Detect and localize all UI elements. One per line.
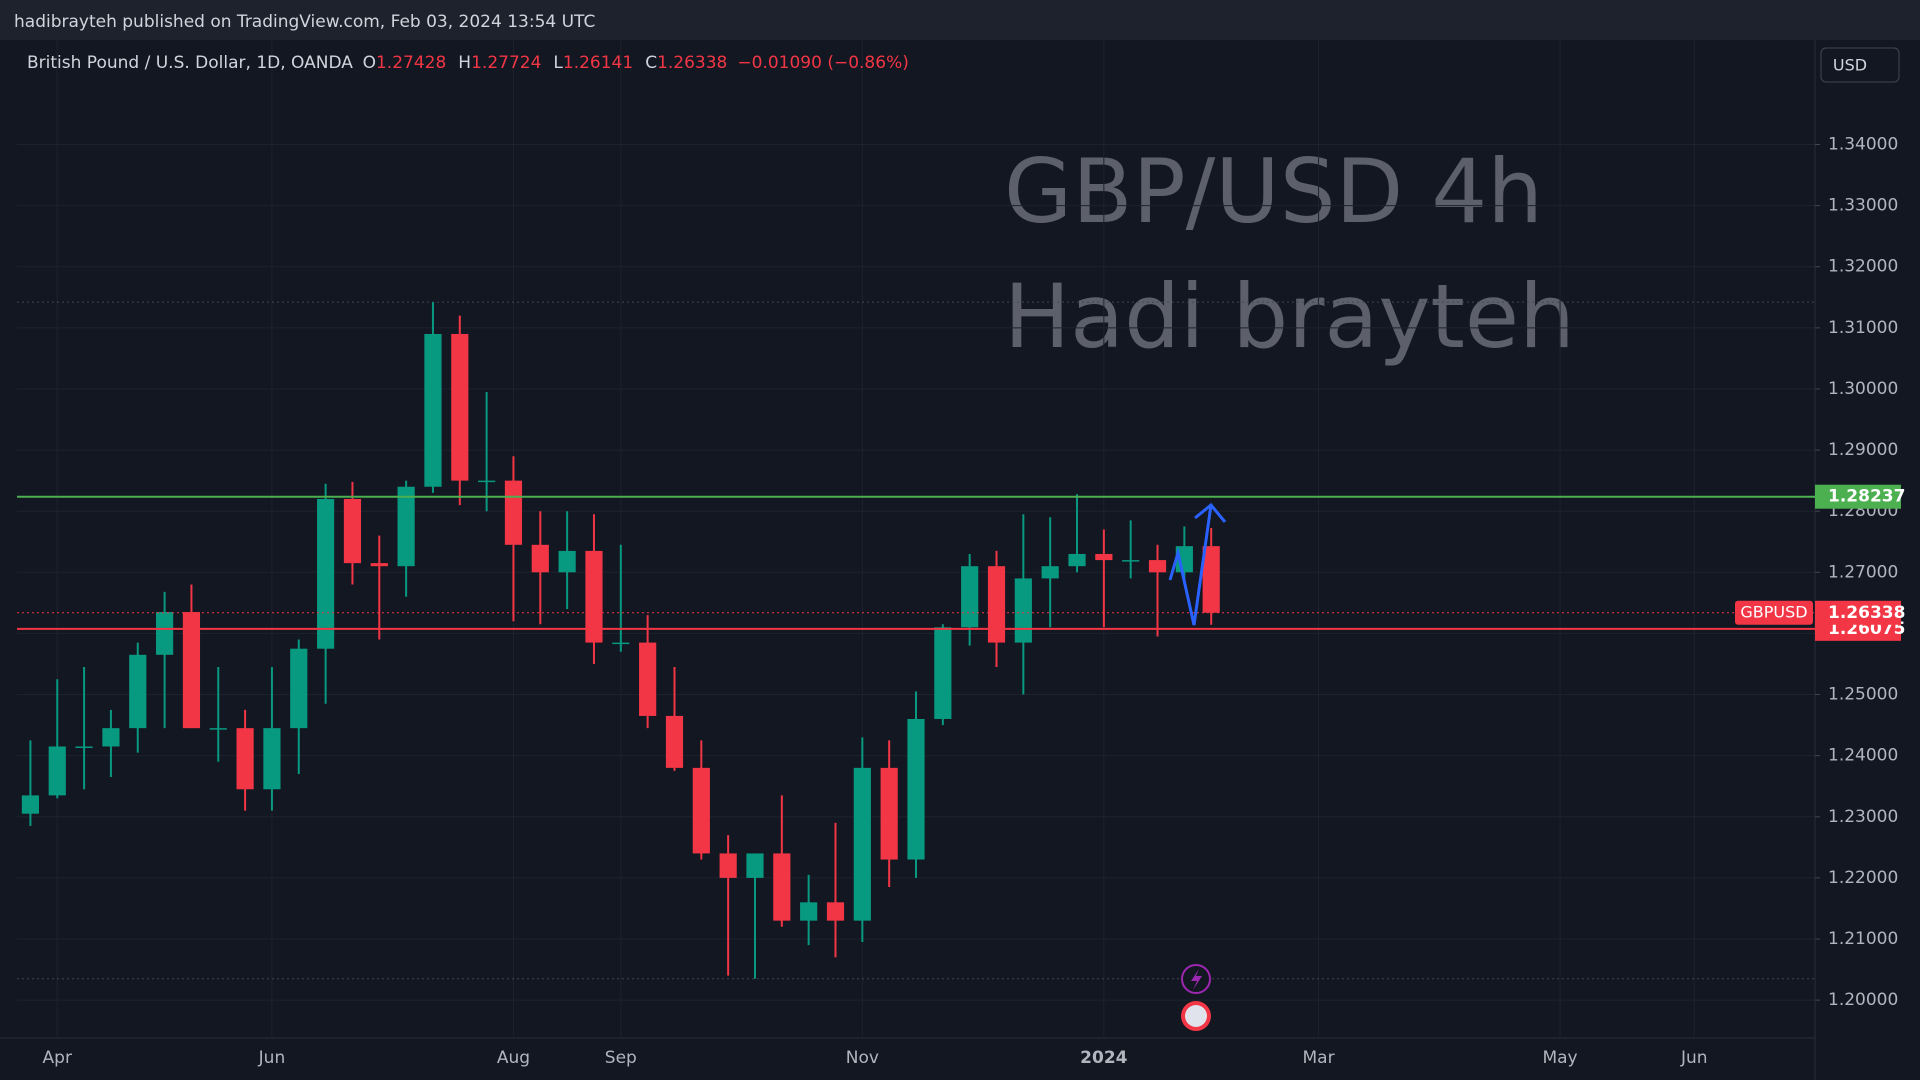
x-tick-label: Mar <box>1302 1048 1334 1068</box>
candle-body <box>1202 546 1220 613</box>
y-tick-label: 1.25000 <box>1828 685 1898 705</box>
symbol-tag-label: GBPUSD <box>1740 602 1807 621</box>
watermark: Hadi brayteh <box>1004 265 1575 368</box>
y-tick-label: 1.20000 <box>1828 990 1898 1010</box>
x-tick-label: Nov <box>846 1048 879 1068</box>
price-tag <box>1815 600 1901 625</box>
candle-body <box>182 612 201 729</box>
candle-body <box>1068 553 1086 567</box>
symbol-name: British Pound / U.S. Dollar, 1D, OANDA <box>27 53 353 73</box>
x-tick-label: May <box>1542 1048 1577 1068</box>
candle-body <box>531 544 549 573</box>
top-bar <box>0 0 1920 40</box>
ohlc-letter: H <box>458 53 471 73</box>
ohlc-value: 1.26338 <box>657 53 727 73</box>
x-tick-label: Aug <box>497 1048 530 1068</box>
ohlc-letter: C <box>645 53 657 73</box>
candle-body <box>746 853 764 878</box>
y-tick-label: 1.22000 <box>1828 868 1898 888</box>
ohlc-value: 1.26141 <box>563 53 633 73</box>
y-tick-label: 1.29000 <box>1828 440 1898 460</box>
candle-body <box>665 715 684 768</box>
x-tick-label: Jun <box>1680 1048 1708 1068</box>
published-note: hadibrayteh published on TradingView.com… <box>14 12 595 32</box>
candle-body <box>48 746 66 796</box>
watermark: GBP/USD 4h <box>1004 140 1543 243</box>
price-tag <box>1815 484 1901 509</box>
y-tick-label: 1.33000 <box>1828 196 1898 216</box>
currency-button[interactable] <box>1820 47 1900 83</box>
change-value: −0.01090 (−0.86%) <box>737 53 908 73</box>
candle-body <box>639 642 657 716</box>
candle-body <box>424 333 442 487</box>
symbol-tag <box>1735 600 1813 625</box>
price-tag-label: 1.28237 <box>1828 487 1905 507</box>
x-tick-label: 2024 <box>1080 1048 1127 1068</box>
candle-body <box>370 563 388 567</box>
candle-body <box>21 795 40 814</box>
candle-body <box>156 612 174 655</box>
candle-body <box>961 566 979 628</box>
x-tick-label: Apr <box>43 1048 72 1068</box>
candle-body <box>800 902 818 921</box>
x-tick-label: Jun <box>258 1048 286 1068</box>
ohlc-value: 1.27428 <box>376 53 446 73</box>
candle-body <box>129 654 147 729</box>
lightning <box>1191 969 1202 990</box>
candle-body <box>263 728 281 790</box>
y-tick-label: 1.21000 <box>1828 929 1898 949</box>
trend-arrow <box>1168 502 1227 626</box>
candle-body <box>1041 566 1059 579</box>
candle-body <box>504 480 523 545</box>
candle-body <box>236 728 254 790</box>
candle-body <box>880 767 898 860</box>
candle-body <box>612 642 630 645</box>
ohlc-letter: L <box>553 53 563 73</box>
candle-body <box>907 718 925 860</box>
price-tag-label: 1.26338 <box>1828 603 1905 623</box>
arrow-head <box>1194 502 1227 523</box>
candle-body <box>773 853 791 921</box>
candle-body <box>853 767 871 921</box>
x-tick-label: Sep <box>605 1048 637 1068</box>
candle-body <box>719 853 737 878</box>
candle-body <box>1148 560 1167 573</box>
candle-body <box>1095 553 1113 561</box>
candle-body <box>1014 578 1032 643</box>
ohlc-letter: O <box>363 53 376 73</box>
arrow-line <box>1168 504 1213 626</box>
y-tick-label: 1.27000 <box>1828 562 1898 582</box>
ohlc-value: 1.27724 <box>471 53 541 73</box>
candle-body <box>987 566 1006 643</box>
y-tick-label: 1.34000 <box>1828 135 1898 155</box>
y-tick-label: 1.31000 <box>1828 318 1898 338</box>
currency-label: USD <box>1833 56 1867 75</box>
candle-body <box>102 728 120 747</box>
candle-body <box>290 648 308 729</box>
candle-body <box>1122 560 1140 562</box>
y-tick-label: 1.23000 <box>1828 807 1898 827</box>
candle-body <box>317 498 335 649</box>
flag-icon <box>1185 1005 1207 1027</box>
y-tick-label: 1.32000 <box>1828 257 1898 277</box>
y-tick-label: 1.30000 <box>1828 379 1898 399</box>
candle-body <box>397 486 415 567</box>
candle-body <box>558 550 576 573</box>
candle-body <box>934 627 952 719</box>
candle-body <box>478 480 496 483</box>
candle-body <box>451 333 469 481</box>
candle-body <box>692 767 710 854</box>
symbol-legend: British Pound / U.S. Dollar, 1D, OANDA O1… <box>27 53 909 73</box>
candle-body <box>209 728 227 730</box>
candle-body <box>826 902 845 921</box>
event-icons <box>1181 964 1211 1031</box>
candle-body <box>75 746 93 748</box>
candle-body <box>585 550 603 643</box>
candle-body <box>343 498 362 564</box>
y-tick-label: 1.24000 <box>1828 746 1898 766</box>
